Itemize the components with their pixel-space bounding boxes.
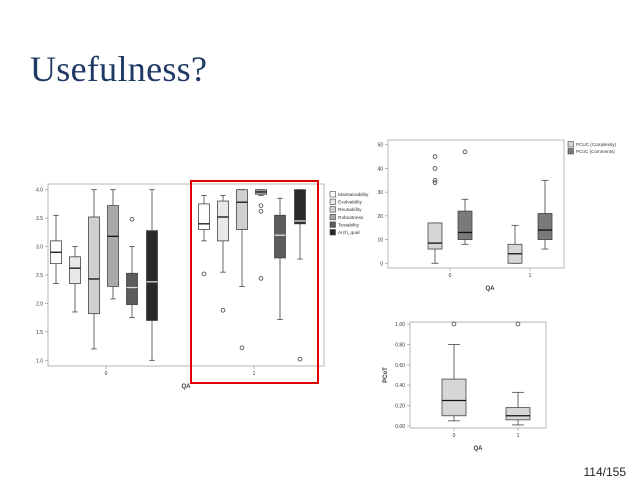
y-tick-label: 0.00 <box>395 424 405 430</box>
legend-swatch <box>329 221 336 228</box>
box-testability-1-box <box>274 214 286 259</box>
legend-swatch <box>567 141 574 148</box>
y-tick-label: 2.5 <box>36 273 43 279</box>
box-evolvability-1-box <box>217 200 229 242</box>
y-tick-label: 0.60 <box>395 363 405 369</box>
page-number: 114/155 <box>583 465 627 479</box>
box-pcuc-complexity--0-outlier-2 <box>432 177 438 183</box>
x-axis-label: QA <box>474 446 484 452</box>
y-tick-label: 4.0 <box>36 188 43 194</box>
chart-pcot: 0.00 0.20 0.40 0.60 0.80 1.00 PCoT 0 1 QA <box>383 321 547 452</box>
legend-swatch <box>329 213 336 221</box>
box-pcuc-complexity--0-outlier-1 <box>432 166 438 171</box>
chart-pcuc-pcoc: 0 10 20 30 40 50 0 1 QA PCUC (Complexity) PCoC (Co… <box>377 139 617 292</box>
y-tick-label: 3.5 <box>36 216 43 222</box>
box-maintainability-1-box <box>198 203 210 230</box>
x-tick-label: 1 <box>253 371 256 377</box>
legend-label: Arch_qual <box>338 230 360 236</box>
legend-label: PCUC (Complexity) <box>576 142 617 147</box>
legend-swatch <box>329 198 336 205</box>
legend-label: PCoC (Comments) <box>576 149 615 154</box>
box-testability-0-box <box>126 272 138 305</box>
box-reusability-1-outlier-0 <box>239 345 245 351</box>
legend-label: Robustness <box>338 215 364 221</box>
legend-label: Evolvability <box>338 200 363 206</box>
box-pcot-1-outlier-0 <box>515 321 521 327</box>
y-tick-label: 10 <box>377 238 383 244</box>
y-tick-label: 1.5 <box>36 330 43 336</box>
y-tick-label: 30 <box>377 190 383 196</box>
box-reusability-0-box <box>88 216 100 315</box>
y-tick-label: 0.80 <box>395 342 405 348</box>
legend-label: Maintainability <box>338 192 369 198</box>
y-axis-label: PCoT <box>383 367 389 383</box>
y-tick-label: 1.00 <box>395 322 405 328</box>
y-tick-label: 2.0 <box>36 301 43 307</box>
box-pcoc-comments--0-box <box>457 210 473 240</box>
y-tick-label: 3.0 <box>36 245 43 251</box>
box-robustness-1-outlier-1 <box>258 208 264 214</box>
x-axis-label: QA <box>182 384 192 390</box>
y-tick-label: 20 <box>377 214 383 220</box>
highlight-frame <box>190 180 319 384</box>
x-tick-label: 0 <box>453 433 456 439</box>
x-tick-label: 0 <box>105 371 108 377</box>
box-pcoc-comments--0-outlier-0 <box>462 149 468 155</box>
legend-label: Reusability <box>338 207 362 213</box>
box-robustness-1-outlier-0 <box>258 203 264 208</box>
box-reusability-1-box <box>236 189 248 230</box>
box-pcuc-complexity--0-box <box>427 222 443 250</box>
box-pcuc-complexity--0-outlier-3 <box>432 180 438 185</box>
legend-label: Testability <box>338 222 360 228</box>
box-arch-qual-0-box <box>146 230 158 321</box>
legend-swatch <box>329 206 336 213</box>
y-tick-label: 0 <box>380 261 383 267</box>
y-tick-label: 40 <box>377 166 383 172</box>
slide-title: Usefulness? <box>30 49 208 89</box>
box-testability-0-outlier-0 <box>129 216 135 222</box>
box-pcot-1-box <box>505 407 531 421</box>
chart-quality-attributes: 1.0 1.5 2.0 2.5 3.0 3.5 4.0 0 1 QA Maintainability… <box>36 180 369 390</box>
x-axis-label: QA <box>486 286 496 292</box>
box-robustness-1-outlier-2 <box>258 276 264 281</box>
x-tick-label: 1 <box>517 433 520 439</box>
box-pcuc-complexity--0-outlier-0 <box>432 154 438 159</box>
box-evolvability-1-outlier-0 <box>220 307 226 313</box>
box-arch-qual-1-box <box>294 189 306 225</box>
legend-swatch <box>329 229 336 236</box>
box-pcoc-comments--1-box <box>537 213 553 240</box>
plot-area <box>387 139 565 269</box>
legend-swatch <box>567 148 574 155</box>
box-arch-qual-1-outlier-0 <box>297 356 303 362</box>
x-tick-label: 1 <box>529 273 532 279</box>
y-tick-label: 0.20 <box>395 404 405 410</box>
y-tick-label: 50 <box>377 143 383 149</box>
box-evolvability-0-box <box>69 256 81 284</box>
legend-swatch <box>329 191 336 198</box>
y-tick-label: 1.0 <box>36 358 43 364</box>
box-pcot-0-outlier-0 <box>451 321 457 327</box>
x-tick-label: 0 <box>449 273 452 279</box>
box-robustness-0-box <box>107 205 119 287</box>
box-pcot-0-box <box>441 378 467 417</box>
y-tick-label: 0.40 <box>395 383 405 389</box>
box-maintainability-1-outlier-0 <box>201 271 207 277</box>
